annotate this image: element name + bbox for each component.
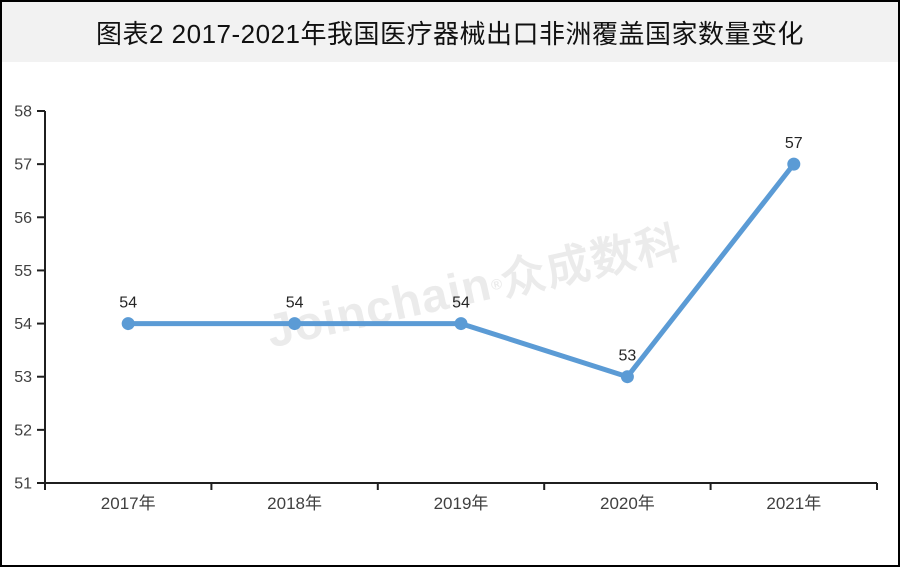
y-tick-label: 54	[14, 316, 32, 333]
data-point-marker	[454, 317, 468, 331]
x-tick-label: 2017年	[101, 494, 156, 513]
data-label: 54	[286, 295, 304, 312]
trend-line	[125, 161, 797, 380]
y-tick-label: 51	[14, 476, 32, 493]
data-point-marker	[620, 370, 634, 384]
data-label: 54	[452, 295, 470, 312]
data-point-marker	[787, 157, 801, 171]
chart-title: 图表2 2017-2021年我国医疗器械出口非洲覆盖国家数量变化	[95, 18, 805, 49]
data-label: 57	[785, 135, 803, 152]
data-label: 53	[619, 348, 637, 365]
data-point-marker	[288, 317, 302, 331]
x-tick-label: 2019年	[434, 494, 489, 513]
x-tick-label: 2018年	[267, 494, 322, 513]
y-tick-label: 53	[14, 369, 32, 386]
data-label: 54	[119, 295, 137, 312]
data-point-marker	[121, 317, 135, 331]
y-tick-label: 56	[14, 210, 32, 227]
x-tick-label: 2021年	[766, 494, 821, 513]
x-tick-label: 2020年	[600, 494, 655, 513]
y-tick-label: 58	[14, 104, 32, 121]
y-tick-label: 52	[14, 422, 32, 439]
y-tick-label: 57	[14, 157, 32, 174]
y-tick-label: 55	[14, 263, 32, 280]
chart-title-band: 图表2 2017-2021年我国医疗器械出口非洲覆盖国家数量变化	[2, 2, 898, 62]
